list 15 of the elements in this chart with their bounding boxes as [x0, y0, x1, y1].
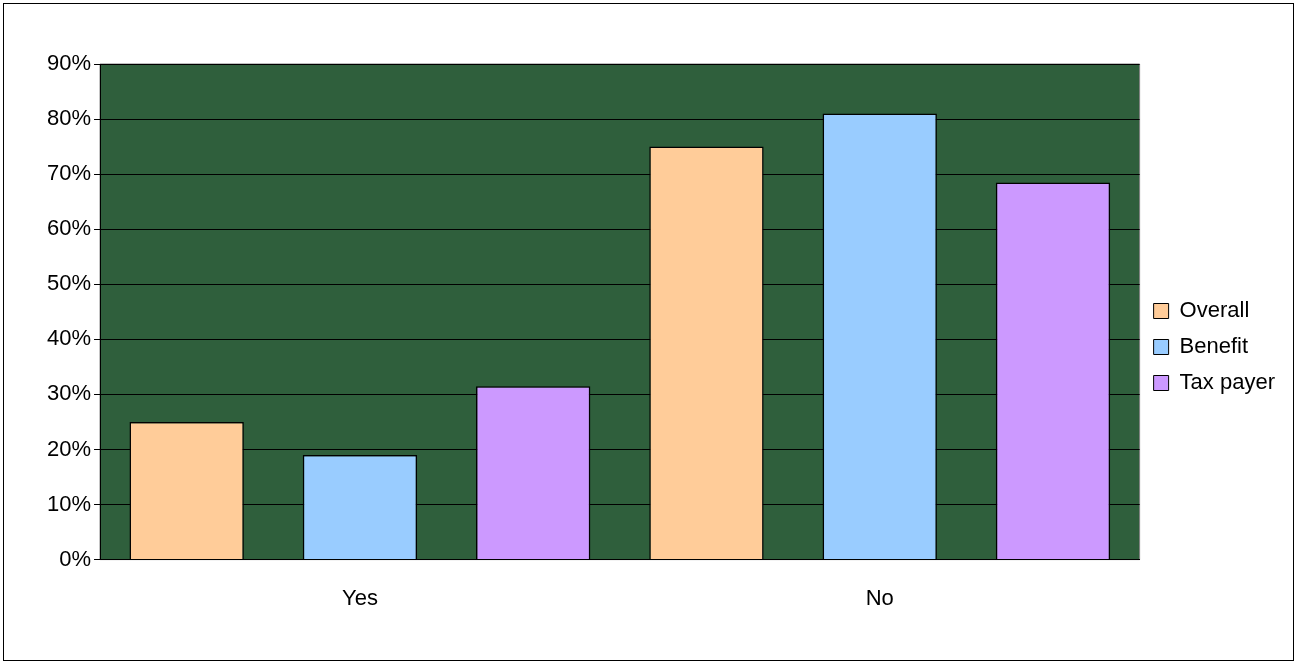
legend-label: Overall: [1179, 297, 1250, 323]
y-tick-label: 0%: [59, 545, 92, 571]
legend-label: Tax payer: [1179, 369, 1276, 395]
y-tick-label: 60%: [46, 215, 92, 241]
y-tick-label: 80%: [46, 105, 92, 131]
y-tick-label: 50%: [46, 270, 92, 296]
x-tick-label: No: [865, 584, 894, 610]
y-tick-label: 70%: [46, 160, 92, 186]
y-tick-label: 90%: [46, 50, 92, 76]
y-tick-label: 20%: [46, 435, 92, 461]
y-tick-label: 10%: [46, 490, 92, 516]
y-tick-label: 30%: [46, 380, 92, 406]
x-tick-label: Yes: [341, 584, 378, 610]
legend-label: Benefit: [1179, 333, 1249, 359]
y-tick-label: 40%: [46, 325, 92, 351]
